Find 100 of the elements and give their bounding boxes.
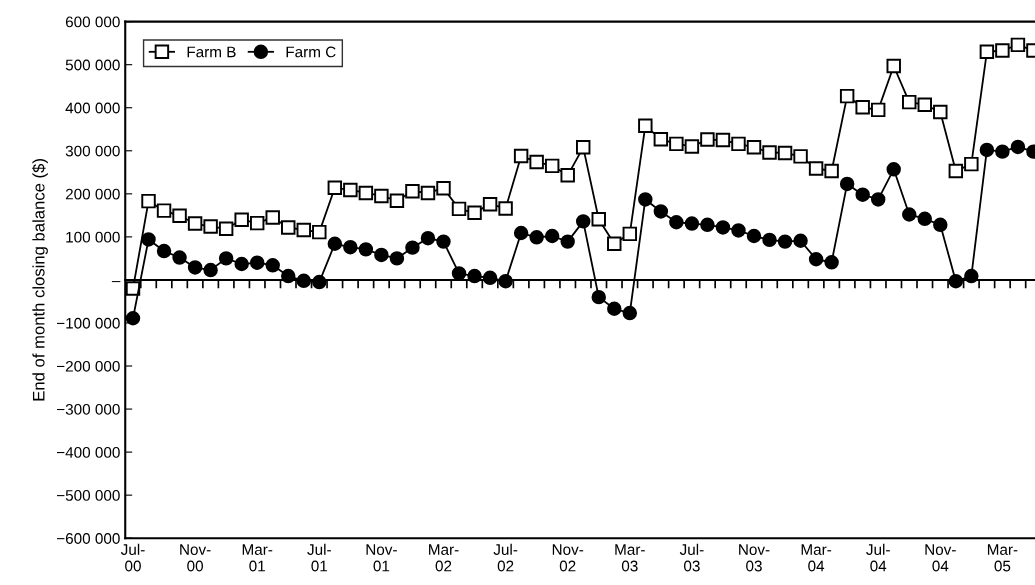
point	[917, 97, 932, 112]
x-tick-label: Jul- 04	[866, 543, 890, 572]
point	[824, 163, 839, 179]
point	[762, 232, 777, 248]
point	[824, 255, 839, 270]
point	[731, 223, 746, 238]
point	[855, 100, 870, 115]
point	[218, 221, 234, 236]
point	[405, 184, 420, 199]
point	[265, 210, 280, 225]
y-tick-label: −100 000	[56, 317, 120, 329]
point	[917, 211, 932, 227]
y-tick-label: −500 000	[56, 490, 120, 501]
point	[684, 216, 700, 231]
point	[281, 220, 296, 235]
x-tick-label: Mar- 04	[801, 544, 832, 572]
point	[715, 132, 731, 148]
point	[358, 242, 374, 257]
point	[374, 247, 389, 263]
x-tick-label: Mar- 02	[429, 544, 459, 572]
point	[870, 192, 886, 207]
point	[498, 273, 513, 289]
point	[638, 192, 653, 207]
point	[839, 176, 855, 192]
x-tick-label: Mar- 03	[615, 544, 645, 572]
point	[576, 214, 591, 229]
point	[793, 233, 808, 248]
point	[513, 225, 529, 241]
y-tick-label: –	[111, 281, 121, 283]
point	[653, 131, 669, 147]
y-tick-label: 300 000	[65, 145, 120, 157]
point	[125, 311, 141, 326]
point	[808, 252, 824, 267]
point	[482, 270, 498, 285]
point	[327, 236, 343, 251]
point	[467, 205, 482, 220]
point	[451, 201, 467, 217]
point	[715, 220, 731, 235]
y-tick-label: −200 000	[56, 360, 120, 372]
point	[607, 236, 622, 251]
point	[389, 251, 405, 266]
point	[172, 208, 187, 223]
x-tick-label: Jul- 03	[679, 543, 704, 572]
point	[886, 162, 901, 177]
point	[544, 158, 560, 174]
legend-label: Farm B	[187, 46, 236, 58]
point	[187, 216, 203, 231]
point	[902, 207, 917, 222]
x-tick-label: Nov- 02	[552, 544, 584, 572]
point	[839, 88, 855, 104]
x-tick-label: Mar- 01	[242, 544, 273, 572]
point	[498, 201, 513, 216]
point	[886, 58, 901, 74]
point	[436, 181, 451, 196]
point	[312, 274, 327, 290]
point	[622, 305, 638, 321]
y-tick-label: 500 000	[65, 59, 120, 71]
point	[203, 219, 218, 234]
point	[172, 250, 187, 265]
x-tick-label: Jul- 01	[307, 543, 331, 572]
y-tick-label: −300 000	[56, 403, 120, 415]
point	[1010, 139, 1026, 155]
x-tick-label: Nov- 04	[925, 544, 956, 572]
y-tick-label: 100 000	[66, 231, 120, 243]
point	[964, 268, 979, 284]
point	[933, 217, 948, 233]
y-tick-label: −400 000	[56, 446, 120, 458]
point	[249, 255, 265, 270]
point	[451, 266, 467, 281]
point	[467, 268, 482, 284]
point	[529, 230, 544, 245]
point	[793, 149, 808, 164]
y-tick-label: 600 000	[65, 16, 120, 28]
point	[964, 156, 979, 172]
point	[389, 193, 405, 208]
point	[343, 182, 358, 198]
x-tick-label: Jul- 02	[493, 543, 518, 572]
point	[638, 118, 653, 134]
point	[979, 142, 995, 158]
point	[544, 228, 560, 244]
point	[777, 145, 793, 161]
point	[948, 163, 964, 179]
point	[281, 268, 296, 284]
point	[218, 251, 234, 266]
point	[870, 102, 886, 118]
point	[405, 240, 420, 255]
point	[420, 185, 436, 201]
point	[995, 43, 1010, 58]
point	[141, 232, 156, 247]
point	[746, 140, 762, 155]
point	[234, 212, 249, 227]
point	[420, 230, 436, 246]
point	[156, 243, 172, 259]
point	[855, 187, 870, 202]
point	[358, 185, 374, 201]
point	[576, 140, 591, 155]
point	[560, 168, 575, 183]
point	[234, 256, 249, 272]
point	[529, 154, 544, 170]
point	[607, 301, 622, 316]
